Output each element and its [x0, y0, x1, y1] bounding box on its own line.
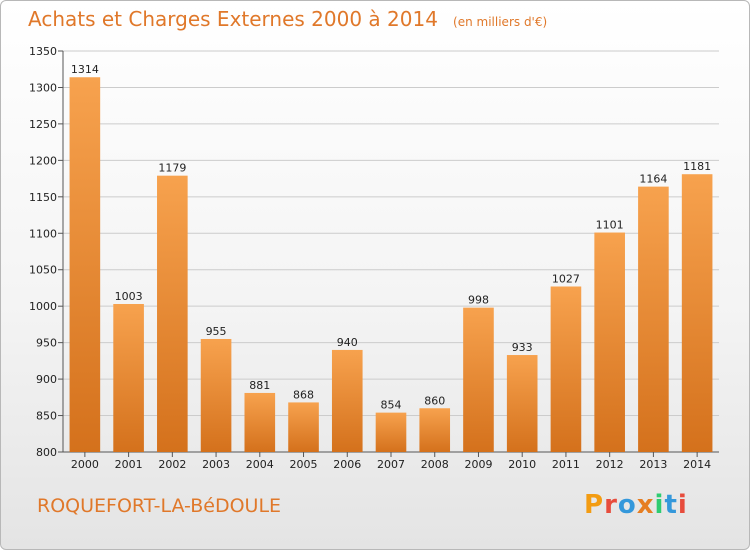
- bar-2013: [638, 186, 669, 453]
- bars: [69, 77, 713, 453]
- x-tick-label-2004: 2004: [246, 458, 274, 471]
- y-tick-label: 1100: [29, 227, 57, 240]
- value-label-2005: 868: [293, 388, 314, 401]
- value-label-2007: 854: [381, 399, 402, 412]
- value-label-2003: 955: [206, 325, 227, 338]
- y-tick-label: 1150: [29, 191, 57, 204]
- x-tick-label-2009: 2009: [464, 458, 492, 471]
- x-tick-label-2010: 2010: [508, 458, 536, 471]
- x-tick-label-2001: 2001: [115, 458, 143, 471]
- y-tick-label: 850: [36, 410, 57, 423]
- bar-2001: [113, 303, 144, 452]
- x-tick-label-2012: 2012: [596, 458, 624, 471]
- bar-2002: [157, 175, 188, 452]
- chart-title: Achats et Charges Externes 2000 à 2014: [28, 7, 438, 31]
- bar-2003: [200, 338, 232, 452]
- value-label-2000: 1314: [71, 63, 99, 76]
- logo-letter: t: [664, 490, 678, 520]
- bar-2009: [463, 307, 494, 452]
- y-tick-label: 1000: [29, 300, 57, 313]
- value-label-2008: 860: [424, 394, 445, 407]
- bar-2008: [419, 408, 451, 452]
- bar-2007: [375, 412, 407, 452]
- x-tick-label-2003: 2003: [202, 458, 230, 471]
- title-row: Achats et Charges Externes 2000 à 2014 (…: [28, 7, 547, 31]
- bar-2012: [594, 232, 625, 452]
- bar-2006: [331, 349, 363, 452]
- x-tick-label-2000: 2000: [71, 458, 99, 471]
- value-label-2014: 1181: [683, 160, 711, 173]
- bar-2011: [550, 286, 582, 452]
- value-label-2009: 998: [468, 294, 489, 307]
- labels: 800 850 900 950 1000 1050 1100 1150 1200 1250 1300…: [29, 45, 711, 471]
- y-tick-label: 1200: [29, 154, 57, 167]
- logo-letter: P: [584, 490, 605, 520]
- y-tick-label: 950: [36, 337, 57, 350]
- bar-2004: [244, 392, 276, 452]
- y-tick-label: 1050: [29, 264, 57, 277]
- value-label-2010: 933: [512, 341, 533, 354]
- x-tick-label-2005: 2005: [290, 458, 318, 471]
- y-tick-label: 1250: [29, 118, 57, 131]
- x-tick-label-2008: 2008: [421, 458, 449, 471]
- y-tick-label: 800: [36, 446, 57, 459]
- x-tick-label-2013: 2013: [639, 458, 667, 471]
- value-label-2001: 1003: [115, 290, 143, 303]
- x-tick-label-2006: 2006: [333, 458, 361, 471]
- value-label-2013: 1164: [639, 173, 667, 186]
- logo-letter: o: [617, 490, 637, 520]
- value-label-2002: 1179: [158, 162, 186, 175]
- x-tick-label-2002: 2002: [158, 458, 186, 471]
- value-label-2004: 881: [249, 379, 270, 392]
- chart-subtitle: (en milliers d'€): [453, 15, 548, 29]
- logo-letter: i: [677, 490, 688, 520]
- value-label-2011: 1027: [552, 272, 580, 285]
- y-tick-label: 900: [36, 373, 57, 386]
- y-tick-label: 1350: [29, 45, 57, 58]
- value-label-2006: 940: [337, 336, 358, 349]
- x-tick-label-2007: 2007: [377, 458, 405, 471]
- bar-2000: [69, 77, 101, 452]
- y-tick-label: 1300: [29, 81, 57, 94]
- value-label-2012: 1101: [596, 219, 624, 232]
- logo-letter: i: [654, 490, 665, 520]
- x-tick-label-2011: 2011: [552, 458, 580, 471]
- bar-2005: [288, 402, 319, 452]
- bar-2010: [506, 355, 538, 452]
- x-tick-label-2014: 2014: [683, 458, 711, 471]
- logo-letter: r: [604, 490, 618, 520]
- commune-name: ROQUEFORT-LA-BéDOULE: [37, 495, 282, 517]
- logo-letter: x: [636, 490, 655, 520]
- bar-2014: [681, 174, 713, 452]
- proxiti-logo: Proxiti: [584, 490, 688, 520]
